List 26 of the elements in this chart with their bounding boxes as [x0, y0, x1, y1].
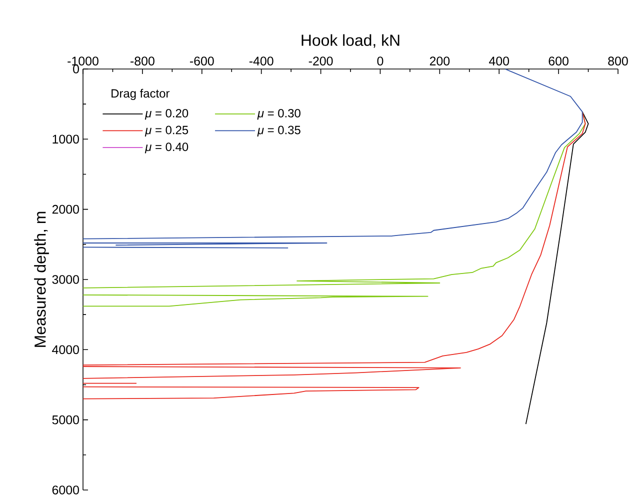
- x-tick-label: 200: [430, 56, 450, 66]
- x-tick-label: -1000: [68, 56, 98, 66]
- y-tick-label: 2000: [52, 204, 79, 214]
- y-tick-label: 1000: [52, 134, 79, 144]
- x-tick-label: 600: [548, 56, 568, 66]
- legend-label: μ = 0.30: [257, 108, 300, 120]
- y-tick-label: 5000: [52, 415, 79, 424]
- y-tick-label: 0: [73, 64, 79, 74]
- x-tick-label: -600: [190, 56, 214, 66]
- x-tick-label: 0: [377, 56, 384, 66]
- legend-label: μ = 0.35: [257, 126, 300, 136]
- y-axis-title: Measured depth, m: [34, 212, 49, 347]
- x-axis-title: Hook load, kN: [302, 34, 400, 48]
- legend-title: Drag factor: [112, 88, 170, 100]
- y-tick-label: 4000: [52, 345, 79, 354]
- x-tick-label: -800: [130, 56, 154, 66]
- x-tick-label: 400: [489, 56, 510, 66]
- legend-label: μ = 0.25: [144, 126, 188, 136]
- y-tick-label: 3000: [52, 275, 79, 284]
- x-tick-label: 800: [608, 56, 628, 66]
- x-tick-label: -200: [308, 56, 333, 66]
- x-tick-label: -400: [249, 56, 274, 66]
- legend-label: μ = 0.20: [144, 108, 188, 120]
- line-series: [525, 111, 589, 424]
- legend-label: μ = 0.40: [144, 142, 188, 154]
- y-tick-label: 6000: [52, 486, 79, 494]
